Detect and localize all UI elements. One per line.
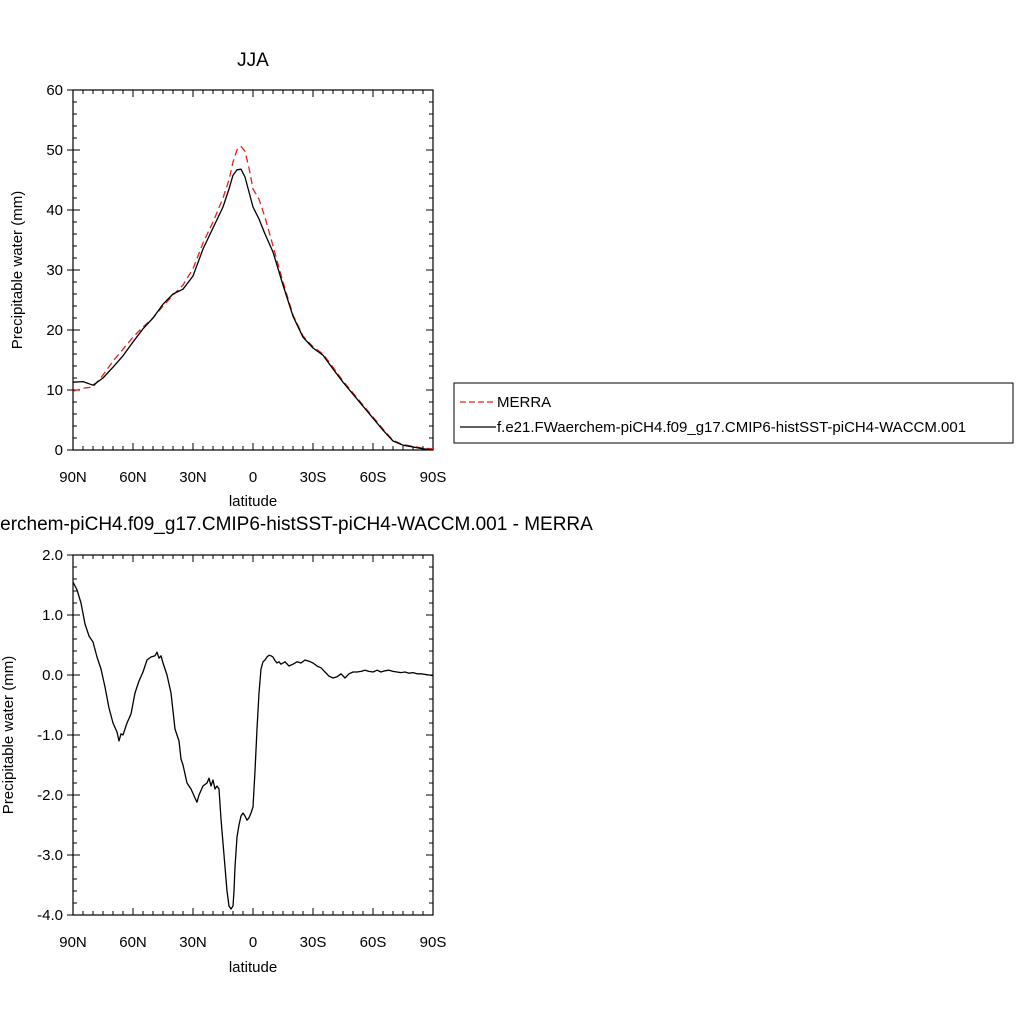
chart-bottom-x-tick-label: 90N bbox=[59, 934, 87, 951]
chart-bottom-y-tick-label: -1.0 bbox=[37, 727, 63, 744]
chart-top-y-tick-label: 60 bbox=[46, 82, 63, 99]
chart-bottom-x-tick-label: 0 bbox=[249, 934, 257, 951]
chart-top-y-tick-label: 20 bbox=[46, 322, 63, 339]
chart-top-legend: MERRA f.e21.FWaerchem-piCH4.f09_g17.CMIP… bbox=[453, 382, 1014, 444]
chart-top-y-tick-label: 50 bbox=[46, 142, 63, 159]
legend-label-model: f.e21.FWaerchem-piCH4.f09_g17.CMIP6-hist… bbox=[497, 419, 966, 436]
chart-bottom-x-tick-label: 30N bbox=[179, 934, 207, 951]
chart-bottom-y-tick-label: -3.0 bbox=[37, 847, 63, 864]
chart-top-x-tick-label: 60S bbox=[360, 469, 387, 486]
chart-bottom-ylabel: Precipitable water (mm) bbox=[0, 656, 17, 814]
chart-top-xlabel: latitude bbox=[229, 493, 277, 510]
chart-top-x-tick-label: 90S bbox=[420, 469, 447, 486]
chart-top-y-tick-label: 0 bbox=[55, 442, 63, 459]
chart-bottom-y-tick-label: -2.0 bbox=[37, 787, 63, 804]
chart-bottom-x-tick-label: 60S bbox=[360, 934, 387, 951]
chart-top-x-tick-label: 30S bbox=[300, 469, 327, 486]
chart-bottom-y-tick-label: 1.0 bbox=[42, 607, 63, 624]
legend-box bbox=[453, 382, 1014, 444]
chart-bottom-x-tick-label: 90S bbox=[420, 934, 447, 951]
chart-top-series-merra-line bbox=[72, 145, 434, 450]
chart-top-x-tick-label: 30N bbox=[179, 469, 207, 486]
chart-top-title: JJA bbox=[237, 50, 269, 71]
chart-bottom-y-tick-label: 2.0 bbox=[42, 547, 63, 564]
chart-bottom-x-tick-label: 30S bbox=[300, 934, 327, 951]
chart-top-series-model-line bbox=[72, 168, 434, 451]
chart-top-x-tick-label: 60N bbox=[119, 469, 147, 486]
chart-bottom-x-tick-label: 60N bbox=[119, 934, 147, 951]
chart-top-y-tick-label: 10 bbox=[46, 382, 63, 399]
chart-bottom-plot-area: 90N 60N 30N 0 30S 60S 90S -4.0 -3.0 -2.0 -1.0 0.0 1.… bbox=[37, 547, 446, 951]
chart-top-y-tick-label: 40 bbox=[46, 202, 63, 219]
chart-bottom: f.e21.FWaerchem-piCH4.f09_g17.CMIP6-hist… bbox=[0, 514, 593, 976]
chart-top-x-tick-label: 90N bbox=[59, 469, 87, 486]
chart-bottom-xlabel: latitude bbox=[229, 959, 277, 976]
legend-label-merra: MERRA bbox=[497, 394, 551, 411]
chart-top: JJA Precipitable water (mm) latitude 90N… bbox=[9, 50, 1014, 510]
chart-top-x-tick-label: 0 bbox=[249, 469, 257, 486]
chart-bottom-series-difference-line bbox=[72, 581, 434, 910]
chart-bottom-title: f.e21.FWaerchem-piCH4.f09_g17.CMIP6-hist… bbox=[0, 514, 593, 535]
chart-top-y-tick-label: 30 bbox=[46, 262, 63, 279]
chart-top-plot-area: 90N 60N 30N 0 30S 60S 90S 0 10 20 30 40 50 60 bbox=[46, 82, 446, 486]
chart-top-ylabel: Precipitable water (mm) bbox=[9, 191, 26, 349]
chart-bottom-y-tick-label: 0.0 bbox=[42, 667, 63, 684]
chart-bottom-y-tick-label: -4.0 bbox=[37, 907, 63, 924]
